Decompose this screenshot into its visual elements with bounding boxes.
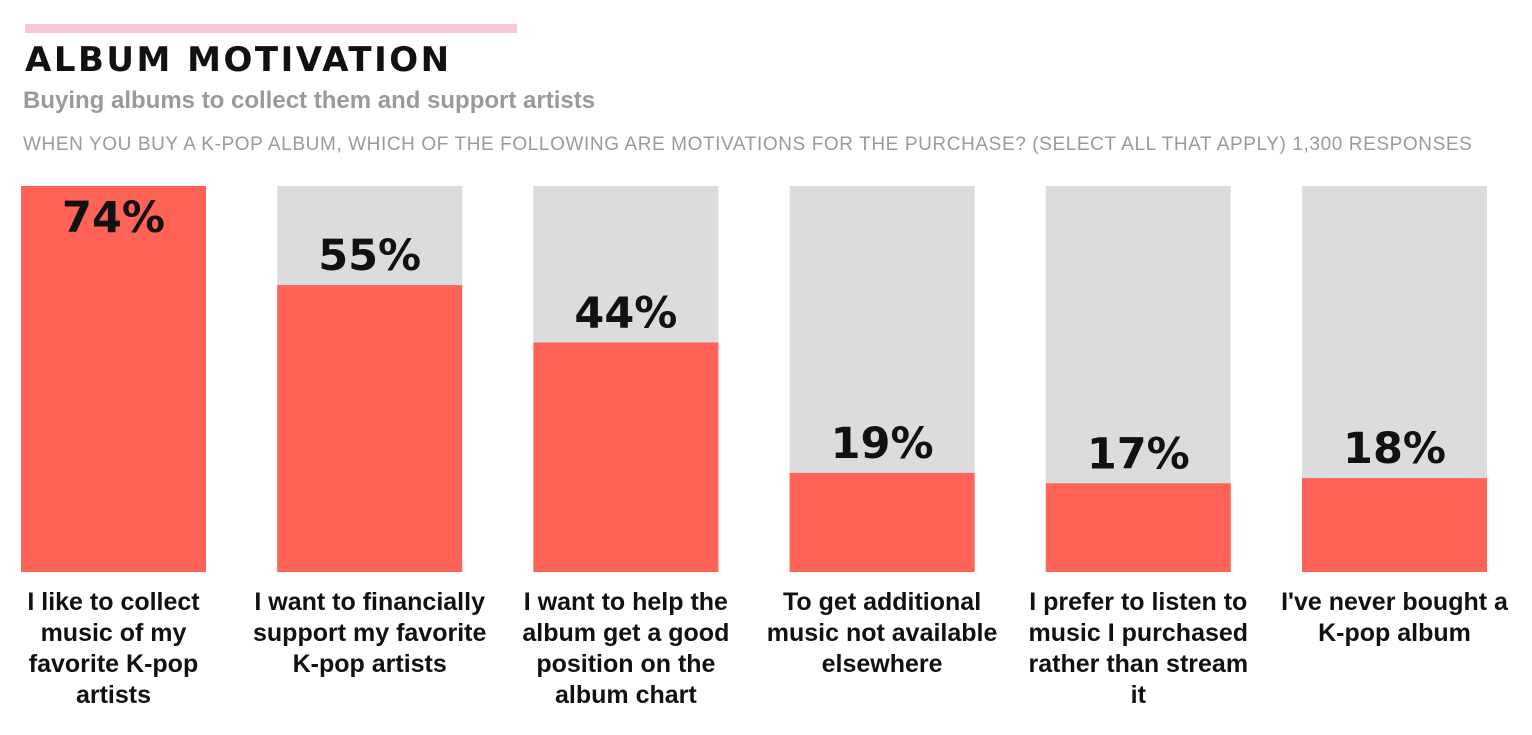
category-label: I've never bought a K-pop album [1281,588,1508,647]
bar [1045,483,1231,572]
bar [1302,478,1487,572]
bar [789,472,975,572]
title-accent-bar [25,24,517,33]
bar-value-label: 18% [1343,424,1446,474]
category-label: I want to help the album get a good posi… [522,588,730,709]
chart-title: ALBUM MOTIVATION [25,40,452,80]
bar-value-label: 19% [831,419,934,469]
category-label: I want to financially support my favorit… [253,588,487,678]
chart-subtitle: Buying albums to collect them and suppor… [23,87,596,114]
bar-value-label: 74% [62,193,165,243]
bar-value-label: 17% [1087,429,1190,479]
category-label: I like to collect music of my favorite K… [27,588,200,709]
bar-value-label: 44% [574,288,677,338]
bar [21,186,206,572]
survey-question: WHEN YOU BUY A K-POP ALBUM, WHICH OF THE… [23,134,1473,155]
bar [277,285,463,572]
category-label: I prefer to listen to music I purchased … [1028,588,1249,709]
bar [533,342,719,572]
category-label: To get additional music not available el… [766,588,998,678]
bar-value-label: 55% [318,231,421,281]
